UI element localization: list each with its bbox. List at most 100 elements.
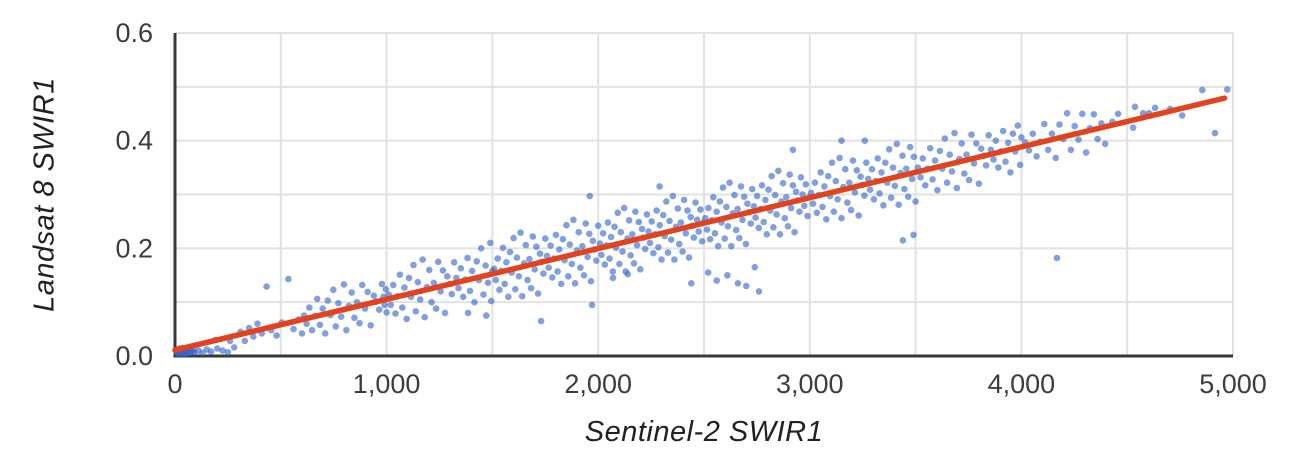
data-point: [819, 203, 826, 211]
data-point: [658, 256, 665, 263]
data-point: [392, 310, 399, 317]
data-point: [587, 277, 595, 285]
data-point: [809, 200, 817, 207]
data-point: [1002, 158, 1009, 165]
data-point: [990, 156, 997, 163]
data-point: [611, 223, 618, 231]
data-point: [545, 264, 552, 272]
data-point: [324, 297, 332, 304]
data-point: [710, 193, 717, 201]
data-point: [885, 146, 893, 153]
data-point: [880, 202, 887, 209]
data-point: [399, 304, 406, 311]
data-point: [1004, 139, 1012, 147]
data-point: [637, 266, 644, 273]
data-point: [951, 129, 958, 137]
data-point: [679, 248, 686, 255]
data-point: [995, 164, 1002, 171]
data-point: [487, 239, 494, 247]
data-point: [609, 268, 617, 275]
data-point: [755, 224, 763, 232]
data-point: [685, 254, 693, 261]
trend-line: [172, 95, 1228, 353]
data-point: [723, 203, 730, 211]
data-point: [963, 151, 970, 158]
data-point: [845, 179, 853, 186]
data-point: [887, 194, 895, 201]
data-point: [230, 344, 238, 351]
data-point: [747, 220, 755, 227]
data-point: [1199, 86, 1206, 94]
data-point: [483, 312, 490, 319]
data-point: [1052, 154, 1059, 162]
data-point: [455, 284, 462, 292]
data-point: [1029, 130, 1037, 137]
data-point: [1018, 134, 1025, 141]
data-point: [552, 231, 560, 239]
y-tick-label: 0.6: [115, 18, 153, 48]
data-point: [554, 268, 561, 275]
data-point: [273, 332, 280, 339]
x-tick-label: 0: [167, 369, 182, 399]
data-point: [863, 159, 870, 166]
data-point: [874, 155, 881, 162]
data-point: [599, 230, 607, 237]
data-point: [936, 147, 944, 155]
data-point: [582, 220, 589, 227]
data-point: [1079, 110, 1086, 118]
data-point: [697, 206, 704, 213]
data-point: [1178, 112, 1186, 119]
data-point: [575, 228, 582, 236]
data-point: [771, 191, 779, 199]
data-point: [609, 274, 617, 282]
data-point: [343, 326, 350, 334]
data-point: [828, 159, 836, 166]
data-point: [982, 162, 990, 169]
data-point: [961, 170, 968, 177]
data-point: [405, 274, 413, 282]
data-point: [813, 209, 821, 217]
data-point: [804, 212, 811, 220]
data-point: [510, 234, 517, 242]
data-point: [588, 301, 596, 309]
data-point: [719, 184, 727, 191]
data-point: [953, 184, 961, 192]
y-tick-label: 0.2: [115, 233, 153, 263]
data-point: [428, 298, 435, 306]
data-point: [731, 191, 738, 199]
data-point: [724, 223, 732, 230]
data-point: [290, 325, 297, 333]
data-point: [466, 287, 474, 295]
data-point: [740, 193, 748, 200]
data-point: [842, 165, 849, 173]
data-point: [641, 245, 649, 253]
x-tick-label: 1,000: [353, 369, 421, 399]
data-point: [501, 280, 509, 288]
data-point: [434, 258, 442, 266]
data-point: [903, 165, 910, 172]
data-point: [540, 270, 547, 277]
data-point: [584, 253, 591, 261]
data-point: [734, 205, 741, 213]
data-point: [946, 151, 953, 158]
data-point: [824, 172, 832, 180]
data-point: [566, 241, 574, 248]
data-point: [1067, 146, 1075, 154]
data-point: [899, 237, 907, 244]
data-point: [737, 183, 745, 190]
data-point: [901, 185, 908, 193]
data-point: [1014, 122, 1022, 129]
data-point: [627, 252, 634, 259]
data-point: [614, 209, 621, 217]
data-point: [728, 242, 735, 250]
data-point: [876, 190, 883, 197]
data-point: [684, 207, 691, 214]
data-point: [692, 199, 699, 206]
data-point: [375, 306, 383, 314]
data-point: [468, 267, 476, 275]
data-point: [917, 174, 924, 181]
data-point: [298, 330, 306, 337]
data-point: [616, 260, 623, 268]
data-point: [439, 267, 447, 274]
